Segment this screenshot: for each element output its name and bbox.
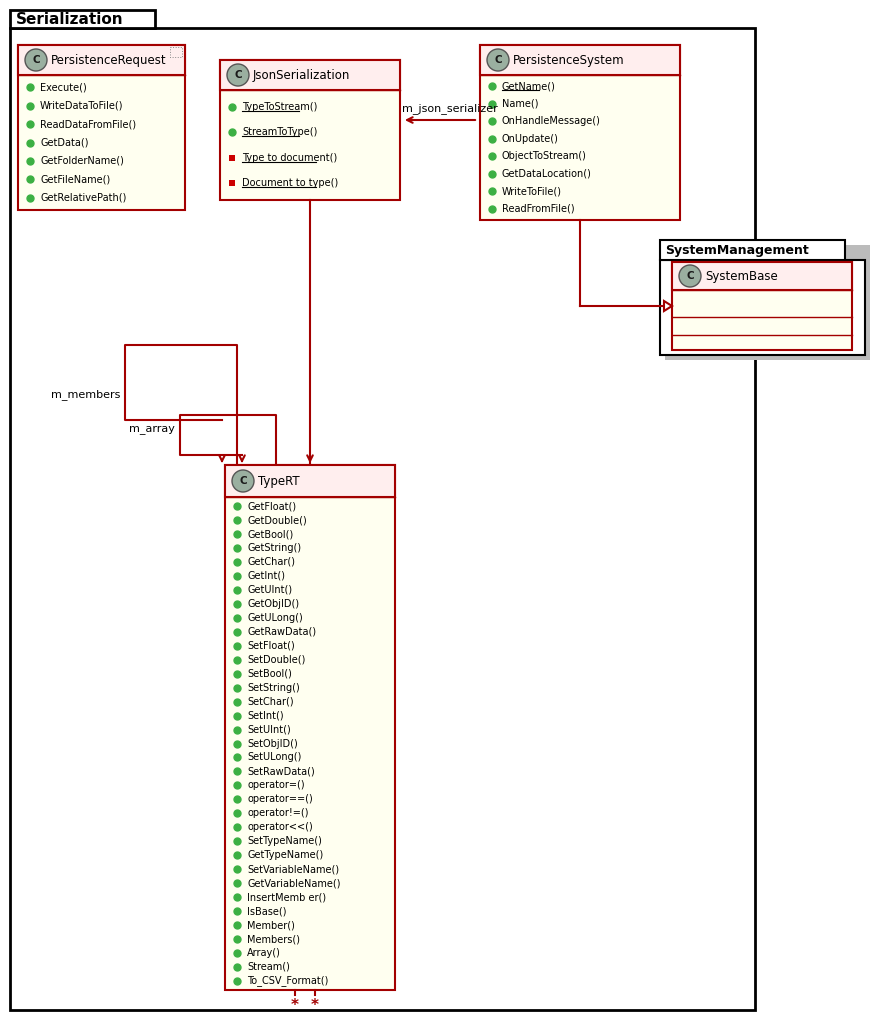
Text: SetObjID(): SetObjID() (247, 739, 298, 748)
Text: OnHandleMessage(): OnHandleMessage() (502, 117, 601, 127)
Bar (225, 465, 395, 497)
Bar (665, 245, 870, 360)
Text: C: C (239, 476, 247, 486)
Text: GetBool(): GetBool() (247, 529, 293, 539)
Circle shape (232, 470, 254, 492)
Text: GetVariableName(): GetVariableName() (247, 878, 341, 888)
Text: GetData(): GetData() (40, 138, 88, 147)
Text: Member(): Member() (247, 920, 295, 930)
Bar (18, 45, 185, 75)
Text: SetFloat(): SetFloat() (247, 641, 294, 651)
Text: WriteToFile(): WriteToFile() (502, 186, 562, 196)
Text: Serialization: Serialization (16, 11, 124, 27)
Bar (672, 262, 852, 350)
Text: SystemManagement: SystemManagement (665, 243, 809, 257)
Text: operator=(): operator=() (247, 781, 305, 790)
Text: GetObjID(): GetObjID() (247, 599, 299, 609)
Text: C: C (234, 69, 242, 80)
Text: m_array: m_array (129, 425, 175, 435)
Text: SetString(): SetString() (247, 683, 300, 693)
Circle shape (487, 49, 509, 71)
Text: Stream(): Stream() (247, 962, 290, 972)
Bar (10, 10, 155, 28)
Text: ReadFromFile(): ReadFromFile() (502, 203, 575, 214)
Text: SetUInt(): SetUInt() (247, 725, 291, 735)
Text: GetString(): GetString() (247, 543, 301, 553)
Text: SetULong(): SetULong() (247, 752, 301, 762)
Text: SetTypeName(): SetTypeName() (247, 836, 321, 846)
Text: GetDouble(): GetDouble() (247, 515, 307, 525)
Text: GetRelativePath(): GetRelativePath() (40, 193, 126, 203)
Text: GetTypeName(): GetTypeName() (247, 850, 323, 861)
Bar (660, 260, 865, 355)
Text: GetDataLocation(): GetDataLocation() (502, 169, 592, 179)
Text: m_members: m_members (51, 389, 120, 401)
Circle shape (25, 49, 47, 71)
Text: GetRawData(): GetRawData() (247, 626, 316, 637)
Text: operator==(): operator==() (247, 794, 313, 804)
Text: To_CSV_Format(): To_CSV_Format() (247, 975, 328, 986)
Text: TypeToStream(): TypeToStream() (242, 101, 317, 111)
Text: GetUInt(): GetUInt() (247, 585, 292, 595)
Text: Type to document(): Type to document() (242, 153, 337, 162)
Text: IsBase(): IsBase() (247, 907, 286, 916)
Text: SetDouble(): SetDouble() (247, 655, 306, 664)
Bar (660, 240, 845, 260)
Text: GetInt(): GetInt() (247, 571, 285, 580)
Bar (10, 28, 755, 1010)
Text: SetRawData(): SetRawData() (247, 766, 314, 777)
Text: StreamToType(): StreamToType() (242, 127, 317, 137)
Bar (480, 45, 680, 75)
Bar (229, 154, 235, 160)
Text: SetBool(): SetBool() (247, 668, 292, 679)
Text: OnUpdate(): OnUpdate() (502, 134, 559, 144)
Text: Array(): Array() (247, 948, 281, 958)
Text: SetInt(): SetInt() (247, 710, 284, 721)
Text: ObjectToStream(): ObjectToStream() (502, 151, 587, 161)
Text: SetVariableName(): SetVariableName() (247, 865, 339, 874)
Text: GetFloat(): GetFloat() (247, 501, 296, 511)
Circle shape (227, 64, 249, 86)
Circle shape (679, 265, 701, 287)
Text: *: * (291, 998, 299, 1013)
Bar (225, 465, 395, 990)
Polygon shape (664, 301, 672, 311)
Text: m_json_serializer: m_json_serializer (402, 103, 498, 114)
Bar (170, 47, 182, 57)
Text: SystemBase: SystemBase (705, 270, 778, 282)
Text: WriteDataToFile(): WriteDataToFile() (40, 100, 124, 110)
Text: GetName(): GetName() (502, 82, 556, 91)
Text: TypeRT: TypeRT (258, 474, 300, 487)
Bar (220, 60, 400, 90)
Text: PersistenceRequest: PersistenceRequest (51, 53, 166, 66)
Text: ReadDataFromFile(): ReadDataFromFile() (40, 119, 136, 129)
Text: GetULong(): GetULong() (247, 613, 303, 622)
Text: Document to type(): Document to type() (242, 179, 338, 188)
Text: GetChar(): GetChar() (247, 557, 295, 567)
Bar (672, 262, 852, 290)
Text: Members(): Members() (247, 934, 300, 944)
Bar (18, 45, 185, 210)
Bar (229, 180, 235, 186)
Text: PersistenceSystem: PersistenceSystem (513, 53, 625, 66)
Text: SetChar(): SetChar() (247, 697, 293, 706)
Bar (220, 60, 400, 200)
Text: Name(): Name() (502, 99, 539, 108)
Text: C: C (32, 55, 39, 65)
Text: Execute(): Execute() (40, 82, 87, 92)
Text: *: * (311, 998, 319, 1013)
Text: JsonSerialization: JsonSerialization (253, 68, 350, 82)
Text: operator!=(): operator!=() (247, 808, 308, 819)
Text: GetFileName(): GetFileName() (40, 175, 110, 185)
Text: C: C (686, 271, 694, 281)
Bar (480, 45, 680, 220)
Text: InsertMemb er(): InsertMemb er() (247, 892, 326, 902)
Text: operator<<(): operator<<() (247, 823, 313, 832)
Text: C: C (494, 55, 502, 65)
Text: GetFolderName(): GetFolderName() (40, 156, 124, 166)
